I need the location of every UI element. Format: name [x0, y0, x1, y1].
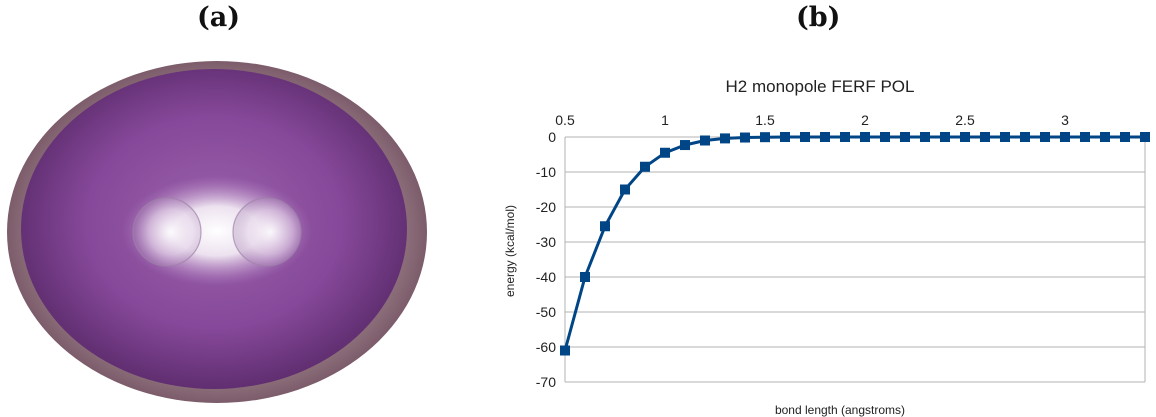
x-tick-label: 2 [861, 112, 869, 128]
energy-chart: H2 monopole FERF POL 0.5 1 1.5 2 2.5 3 0 -10 -2… [503, 77, 1150, 417]
data-point [940, 132, 950, 142]
data-point [740, 132, 750, 143]
data-point [1000, 132, 1010, 142]
axes [564, 136, 1146, 382]
series-markers [560, 132, 1150, 356]
y-tick-label: -20 [536, 199, 556, 215]
data-point [580, 272, 590, 282]
x-tick-label: 1.5 [755, 112, 775, 128]
data-point [1080, 132, 1090, 142]
data-point [660, 147, 670, 158]
data-point [720, 133, 730, 144]
y-tick-label: -70 [536, 374, 556, 390]
data-point [1100, 132, 1110, 142]
y-tick-labels: 0 -10 -20 -30 -40 -50 -60 -70 [536, 129, 556, 390]
panel-label-a: (a) [197, 2, 241, 33]
grid-lines [565, 171, 1145, 383]
data-point [700, 135, 710, 146]
series-line [563, 135, 1145, 351]
y-tick-label: 0 [548, 129, 556, 145]
data-point [820, 132, 830, 142]
x-tick-label: 0.5 [555, 112, 575, 128]
data-point [980, 132, 990, 142]
x-tick-label: 3 [1061, 112, 1069, 128]
data-point [880, 132, 890, 142]
hydrogen-atom-right [232, 197, 302, 267]
cavity-illustration [7, 61, 427, 403]
data-point [860, 132, 870, 142]
data-point [900, 132, 910, 142]
y-tick-label: -50 [536, 304, 556, 320]
data-point [1060, 132, 1070, 142]
data-point [620, 184, 630, 195]
data-point [560, 345, 570, 356]
data-point [780, 132, 790, 142]
data-point [1020, 132, 1030, 142]
y-tick-label: -40 [536, 269, 556, 285]
data-point [840, 132, 850, 142]
x-tick-label: 1 [661, 112, 669, 128]
x-tick-labels: 0.5 1 1.5 2 2.5 3 [555, 112, 1069, 128]
data-point [600, 221, 610, 232]
data-point [1120, 132, 1130, 142]
panel-label-b: (b) [796, 2, 841, 33]
y-tick-label: -60 [536, 339, 556, 355]
x-tick-label: 2.5 [955, 112, 975, 128]
hydrogen-atom-left [132, 197, 202, 267]
data-point [640, 161, 650, 172]
y-tick-label: -30 [536, 234, 556, 250]
data-point [920, 132, 930, 142]
y-axis-label: energy (kcal/mol) [503, 205, 517, 297]
chart-title: H2 monopole FERF POL [726, 77, 915, 96]
data-point [800, 132, 810, 142]
y-tick-label: -10 [536, 164, 556, 180]
data-point [1140, 132, 1150, 142]
data-point [960, 132, 970, 142]
x-axis-label: bond length (angstroms) [775, 403, 905, 417]
data-point [1040, 132, 1050, 142]
data-point [760, 132, 770, 143]
data-point [680, 140, 690, 151]
